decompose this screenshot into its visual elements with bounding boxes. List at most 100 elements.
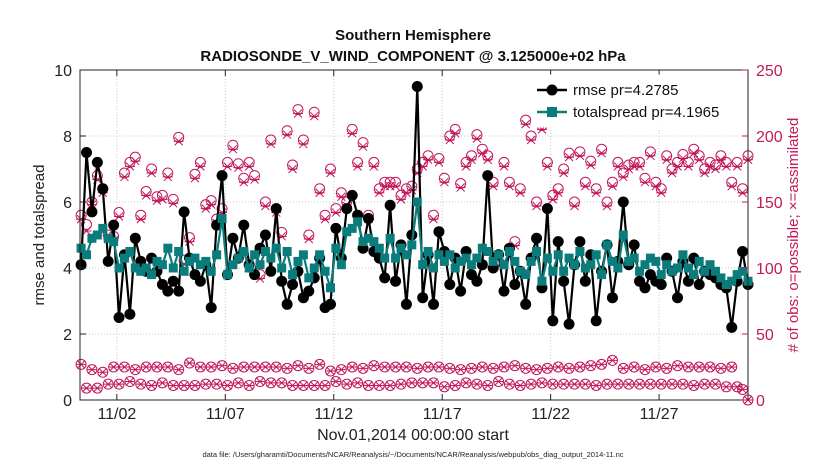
- totalspread-point: [179, 266, 189, 276]
- obs-low-assimilated-marker: [499, 362, 510, 372]
- totalspread-point: [613, 263, 623, 273]
- obs-low-assimilated-marker: [157, 378, 168, 388]
- totalspread-point: [521, 270, 531, 280]
- obs-low-assimilated-marker: [531, 365, 542, 374]
- totalspread-point: [499, 260, 509, 270]
- obs-possible-marker: [525, 130, 537, 142]
- obs-low-assimilated-marker: [179, 381, 190, 390]
- rmse-point: [281, 298, 293, 310]
- obs-low-assimilated-marker: [347, 362, 358, 372]
- obs-assimilated-marker: [249, 175, 260, 184]
- obs-possible-marker: [655, 183, 667, 195]
- obs-assimilated-marker: [672, 162, 683, 171]
- obs-possible-marker: [395, 189, 407, 201]
- totalspread-point: [298, 250, 308, 260]
- totalspread-point: [288, 270, 298, 280]
- y-right-tick-label: 150: [756, 195, 783, 212]
- obs-assimilated-marker: [184, 237, 195, 246]
- obs-low-assimilated-marker: [103, 379, 114, 389]
- rmse-point: [563, 318, 575, 330]
- legend-rmse-label: rmse pr=4.2785: [573, 82, 678, 99]
- legend-box: [531, 74, 743, 128]
- obs-low-assimilated-marker: [634, 379, 645, 389]
- obs-assimilated-marker: [200, 204, 211, 213]
- obs-assimilated-marker: [450, 129, 461, 138]
- totalspread-point: [429, 263, 439, 273]
- obs-possible-marker: [677, 148, 689, 160]
- obs-assimilated-marker: [119, 172, 130, 182]
- totalspread-point: [152, 256, 162, 266]
- obs-low-assimilated-marker: [688, 381, 699, 390]
- rmse-point: [428, 298, 440, 310]
- obs-low-assimilated-marker: [195, 362, 206, 372]
- obs-possible-marker: [189, 168, 201, 180]
- obs-low-assimilated-marker: [303, 363, 314, 373]
- obs-low-assimilated-marker: [515, 381, 526, 390]
- obs-assimilated-marker: [233, 163, 244, 173]
- obs-low-assimilated-marker: [395, 379, 406, 389]
- obs-assimilated-marker: [320, 214, 331, 224]
- rmse-point: [108, 219, 120, 231]
- totalspread-point: [92, 230, 102, 240]
- totalspread-point: [456, 256, 466, 266]
- totalspread-point: [586, 260, 596, 270]
- obs-assimilated-marker: [580, 181, 591, 191]
- obs-possible-marker: [590, 183, 602, 195]
- obs-possible-marker: [417, 156, 429, 168]
- obs-assimilated-marker: [482, 155, 493, 165]
- totalspread-point: [656, 270, 666, 280]
- totalspread-point: [569, 260, 579, 270]
- rmse-point: [129, 232, 141, 244]
- obs-assimilated-marker: [515, 188, 526, 198]
- rmse-point: [362, 213, 374, 224]
- y-left-tick-label: 6: [63, 195, 72, 212]
- rmse-point: [91, 156, 103, 168]
- obs-possible-marker: [384, 176, 396, 188]
- obs-low-assimilated-marker: [726, 362, 737, 372]
- obs-possible-marker: [476, 143, 488, 155]
- obs-possible-marker: [661, 150, 673, 162]
- obs-assimilated-marker: [330, 208, 341, 217]
- obs-possible-marker: [325, 163, 336, 175]
- totalspread-point: [418, 260, 428, 270]
- plot-series: [75, 81, 754, 406]
- obs-possible-marker: [113, 207, 125, 219]
- obs-assimilated-marker: [574, 151, 585, 161]
- obs-low-assimilated-marker: [493, 377, 504, 386]
- obs-possible-marker: [465, 150, 477, 162]
- obs-low-assimilated-marker: [715, 363, 726, 373]
- obs-assimilated-marker: [699, 168, 710, 178]
- obs-low-assimilated-marker: [482, 381, 493, 390]
- obs-assimilated-marker: [336, 192, 347, 202]
- obs-possible-marker: [314, 183, 326, 195]
- totalspread-point: [326, 283, 335, 293]
- rmse-point: [579, 275, 591, 287]
- axes: 11/02 11/07 11/12 11/17 11/22 11/270246810050…: [54, 63, 783, 423]
- totalspread-point: [651, 256, 661, 266]
- obs-possible-marker: [444, 130, 456, 142]
- obs-low-assimilated-marker: [238, 362, 249, 372]
- obs-possible-marker: [541, 156, 553, 168]
- totalspread-point: [141, 263, 151, 273]
- totalspread-point: [244, 263, 254, 273]
- totalspread-point: [82, 250, 92, 260]
- totalspread-point: [304, 273, 314, 283]
- obs-low-assimilated-marker: [292, 361, 303, 371]
- totalspread-point: [174, 247, 184, 256]
- obs-assimilated-marker: [542, 162, 553, 171]
- rmse-point: [482, 170, 494, 182]
- obs-possible-marker: [552, 183, 564, 195]
- obs-possible-marker: [308, 106, 320, 118]
- obs-possible-marker: [433, 152, 445, 164]
- obs-low-assimilated-marker: [423, 362, 434, 372]
- obs-possible-marker: [563, 147, 575, 159]
- obs-low-assimilated-marker: [401, 362, 412, 372]
- rmse-point: [406, 229, 418, 241]
- rmse-point: [330, 222, 342, 234]
- obs-low-assimilated-marker: [108, 362, 119, 372]
- obs-possible-marker: [666, 163, 678, 175]
- obs-low-assimilated-marker: [298, 381, 309, 390]
- obs-low-assimilated-marker: [189, 381, 200, 390]
- obs-low-assimilated-marker: [645, 379, 656, 389]
- obs-assimilated-marker: [114, 212, 125, 221]
